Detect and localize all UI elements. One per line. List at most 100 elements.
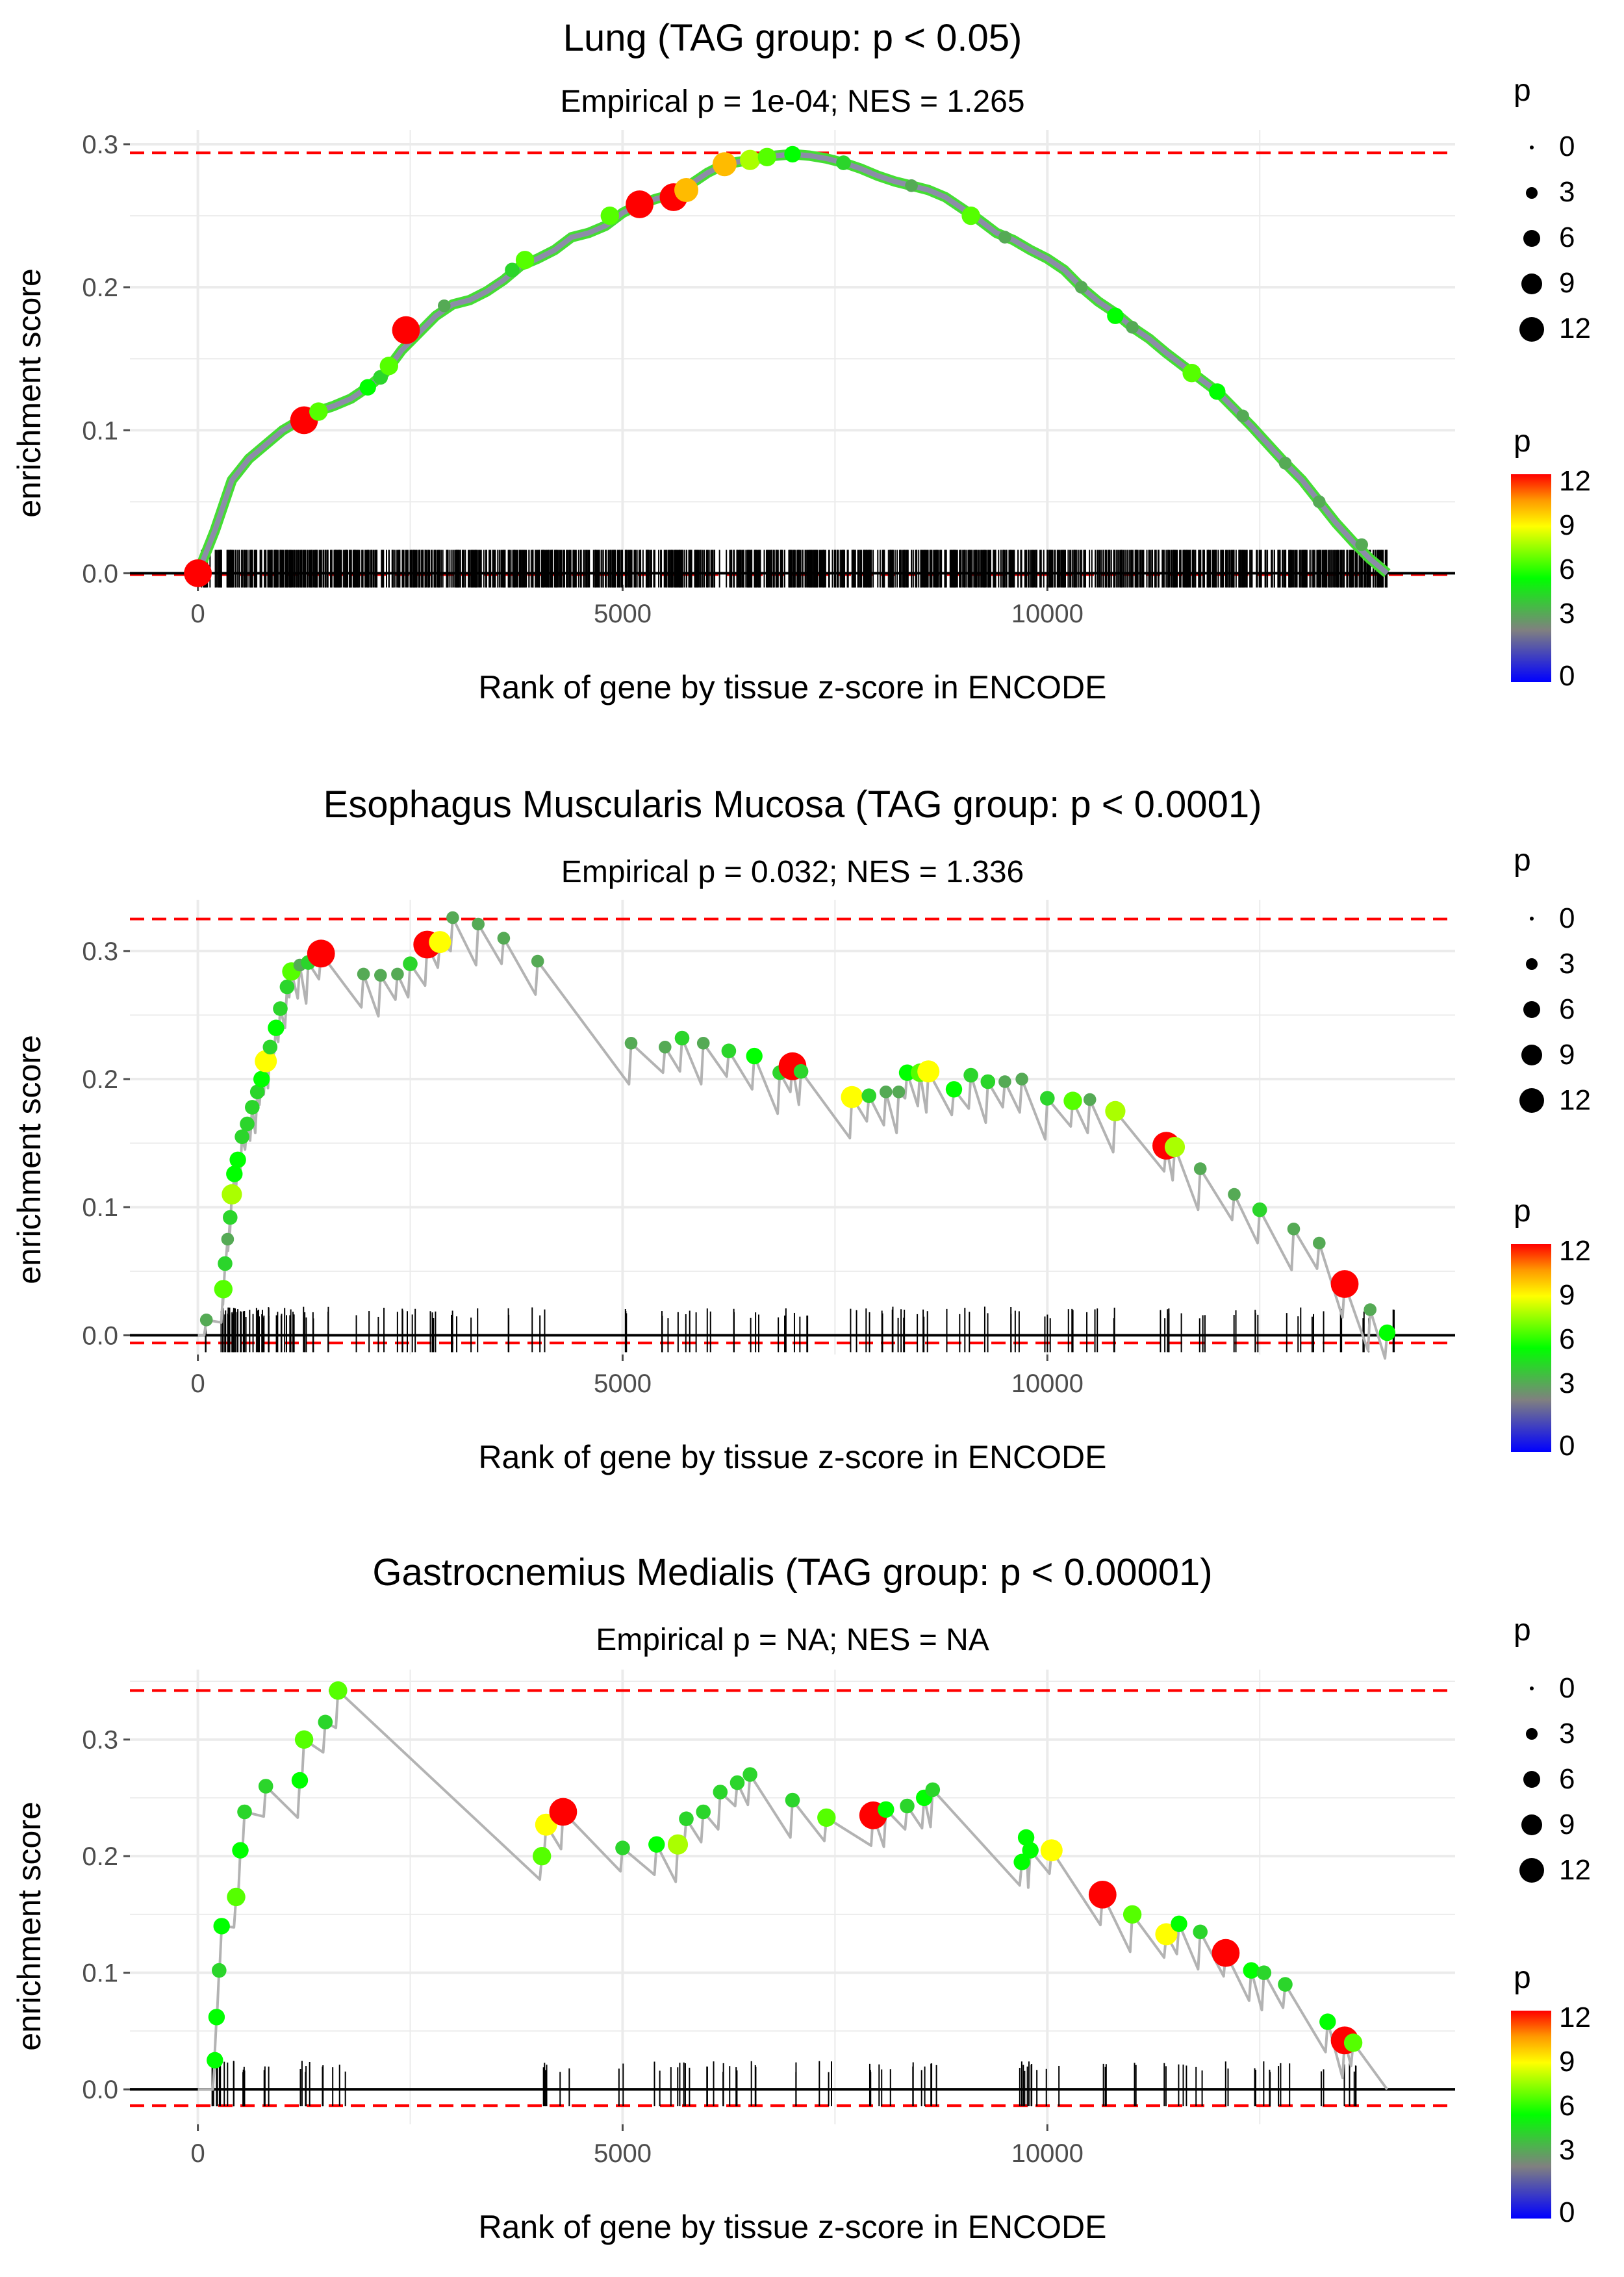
gene-point bbox=[1040, 1839, 1063, 1862]
gene-point bbox=[696, 1037, 710, 1050]
gene-point bbox=[836, 155, 851, 170]
size-legend-label: 9 bbox=[1559, 267, 1575, 299]
gene-point bbox=[258, 1779, 273, 1794]
color-legend-label: 6 bbox=[1559, 553, 1575, 585]
gene-point bbox=[262, 1039, 278, 1055]
x-tick-label: 10000 bbox=[1011, 600, 1084, 628]
color-legend-title: p bbox=[1514, 1194, 1531, 1228]
x-tick-label: 5000 bbox=[594, 600, 652, 628]
gene-point bbox=[878, 1801, 894, 1818]
gene-point bbox=[648, 1836, 665, 1853]
gene-point bbox=[227, 1887, 246, 1907]
gene-point bbox=[998, 1075, 1011, 1088]
gene-point bbox=[659, 1041, 672, 1054]
gene-point bbox=[793, 1063, 809, 1079]
gene-point bbox=[730, 1775, 745, 1790]
gene-points bbox=[184, 146, 1368, 587]
x-tick-label: 0 bbox=[190, 600, 205, 628]
x-tick-label: 0 bbox=[190, 2139, 205, 2168]
gene-point bbox=[379, 357, 398, 375]
gene-point bbox=[245, 1100, 260, 1115]
gene-point bbox=[1313, 1236, 1326, 1250]
gene-point bbox=[403, 956, 418, 971]
color-legend-label: 3 bbox=[1559, 2134, 1575, 2166]
x-axis-label: Rank of gene by tissue z-score in ENCODE bbox=[478, 669, 1106, 706]
gene-point bbox=[1171, 1915, 1187, 1932]
y-tick-label: 0.0 bbox=[82, 1321, 118, 1350]
es-curve bbox=[197, 916, 1389, 1360]
gene-point bbox=[1083, 1093, 1097, 1106]
gene-point bbox=[1126, 321, 1139, 334]
gene-point bbox=[1155, 1923, 1178, 1946]
gene-point bbox=[232, 1842, 249, 1859]
gene-point bbox=[446, 911, 459, 924]
y-axis-label: enrichment score bbox=[11, 1801, 47, 2051]
gene-point bbox=[1330, 1270, 1359, 1298]
panel-gastrocnemius: Gastrocnemius Medialis (TAG group: p < 0… bbox=[11, 1551, 1591, 2245]
legend: p 0 3 6 9 12 p 12 9 6 3 0 bbox=[1511, 73, 1591, 692]
gene-point bbox=[291, 1772, 309, 1789]
color-legend-label: 12 bbox=[1559, 1235, 1591, 1267]
y-axis-label: enrichment score bbox=[11, 1035, 47, 1284]
chart-title: Gastrocnemius Medialis (TAG group: p < 0… bbox=[372, 1551, 1212, 1594]
es-curve bbox=[195, 151, 1389, 576]
size-legend-label: 6 bbox=[1559, 993, 1575, 1025]
gene-point bbox=[1017, 1829, 1035, 1846]
gene-point bbox=[721, 1043, 737, 1058]
gene-point bbox=[712, 152, 737, 177]
color-legend-label: 3 bbox=[1559, 598, 1575, 630]
x-tick-label: 5000 bbox=[594, 1369, 652, 1398]
gene-point bbox=[294, 1730, 314, 1749]
size-legend-dot bbox=[1530, 917, 1534, 921]
size-legend-label: 12 bbox=[1559, 1084, 1591, 1116]
gene-point bbox=[357, 967, 370, 981]
gene-point bbox=[925, 1782, 941, 1798]
gene-point bbox=[1228, 1188, 1241, 1201]
es-curve bbox=[197, 1689, 1389, 2091]
gene-point bbox=[1107, 307, 1124, 324]
gene-point bbox=[240, 1116, 255, 1132]
size-legend-label: 9 bbox=[1559, 1809, 1575, 1840]
gene-point bbox=[892, 1086, 906, 1099]
gene-point bbox=[307, 939, 335, 968]
size-legend-dot bbox=[1521, 273, 1542, 294]
size-legend-label: 0 bbox=[1559, 131, 1575, 162]
size-legend-dot bbox=[1526, 187, 1538, 199]
gene-point bbox=[207, 2052, 223, 2068]
gene-point bbox=[229, 1151, 246, 1169]
size-legend-dot bbox=[1523, 1001, 1540, 1018]
x-tick-label: 0 bbox=[190, 1369, 205, 1398]
y-tick-label: 0.1 bbox=[82, 416, 118, 445]
gene-point bbox=[208, 2009, 225, 2026]
size-legend-label: 0 bbox=[1559, 1672, 1575, 1704]
gene-point bbox=[600, 206, 619, 225]
plot-area: 0 5000 10000 0.0 0.1 0.2 0.3 bbox=[82, 900, 1455, 1398]
legend: p 0 3 6 9 12 p 12 9 6 3 0 bbox=[1511, 1613, 1591, 2228]
color-legend-label: 0 bbox=[1559, 660, 1575, 692]
gene-point bbox=[713, 1785, 728, 1800]
gene-point bbox=[199, 1314, 213, 1327]
gene-point bbox=[1343, 2033, 1363, 2052]
gene-point bbox=[980, 1074, 996, 1089]
size-legend-dot bbox=[1526, 1728, 1538, 1740]
gene-point bbox=[237, 1804, 252, 1820]
gene-point bbox=[1088, 1881, 1117, 1909]
color-legend-title: p bbox=[1514, 1961, 1531, 1995]
size-legend-title: p bbox=[1514, 1613, 1531, 1647]
gene-point bbox=[309, 402, 328, 421]
size-legend-dot bbox=[1526, 958, 1538, 970]
gene-point bbox=[438, 299, 451, 312]
chart-title: Lung (TAG group: p < 0.05) bbox=[563, 17, 1022, 59]
y-tick-label: 0.0 bbox=[82, 2076, 118, 2104]
color-legend-label: 0 bbox=[1559, 2196, 1575, 2228]
gene-point bbox=[359, 379, 376, 396]
gene-point bbox=[746, 1047, 763, 1065]
gene-point bbox=[667, 1834, 689, 1855]
gene-point bbox=[1313, 495, 1326, 509]
chart-title: Esophagus Muscularis Mucosa (TAG group: … bbox=[324, 783, 1262, 826]
y-axis-label: enrichment score bbox=[11, 268, 47, 518]
y-tick-label: 0.3 bbox=[82, 131, 118, 159]
rug-marks bbox=[211, 2061, 1357, 2107]
x-tick-label: 10000 bbox=[1011, 2139, 1084, 2168]
size-legend-label: 12 bbox=[1559, 312, 1591, 344]
